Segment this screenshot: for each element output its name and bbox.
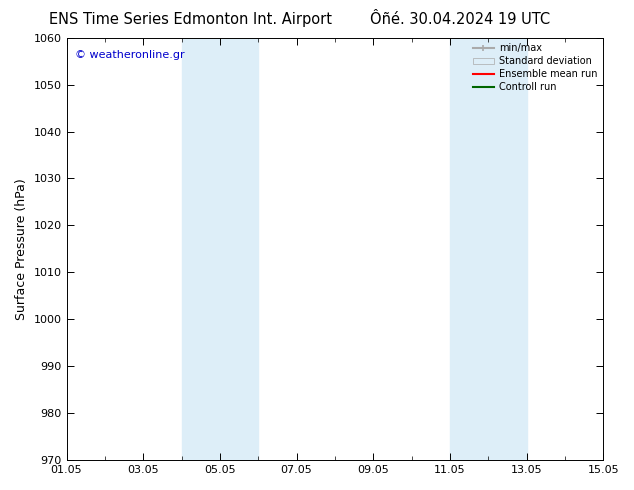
Text: ENS Time Series Edmonton Int. Airport: ENS Time Series Edmonton Int. Airport xyxy=(49,12,332,27)
Text: Ôñé. 30.04.2024 19 UTC: Ôñé. 30.04.2024 19 UTC xyxy=(370,12,550,27)
Bar xyxy=(450,38,526,460)
Y-axis label: Surface Pressure (hPa): Surface Pressure (hPa) xyxy=(15,178,28,320)
Text: © weatheronline.gr: © weatheronline.gr xyxy=(75,50,184,60)
Legend: min/max, Standard deviation, Ensemble mean run, Controll run: min/max, Standard deviation, Ensemble me… xyxy=(469,40,601,96)
Bar xyxy=(181,38,258,460)
